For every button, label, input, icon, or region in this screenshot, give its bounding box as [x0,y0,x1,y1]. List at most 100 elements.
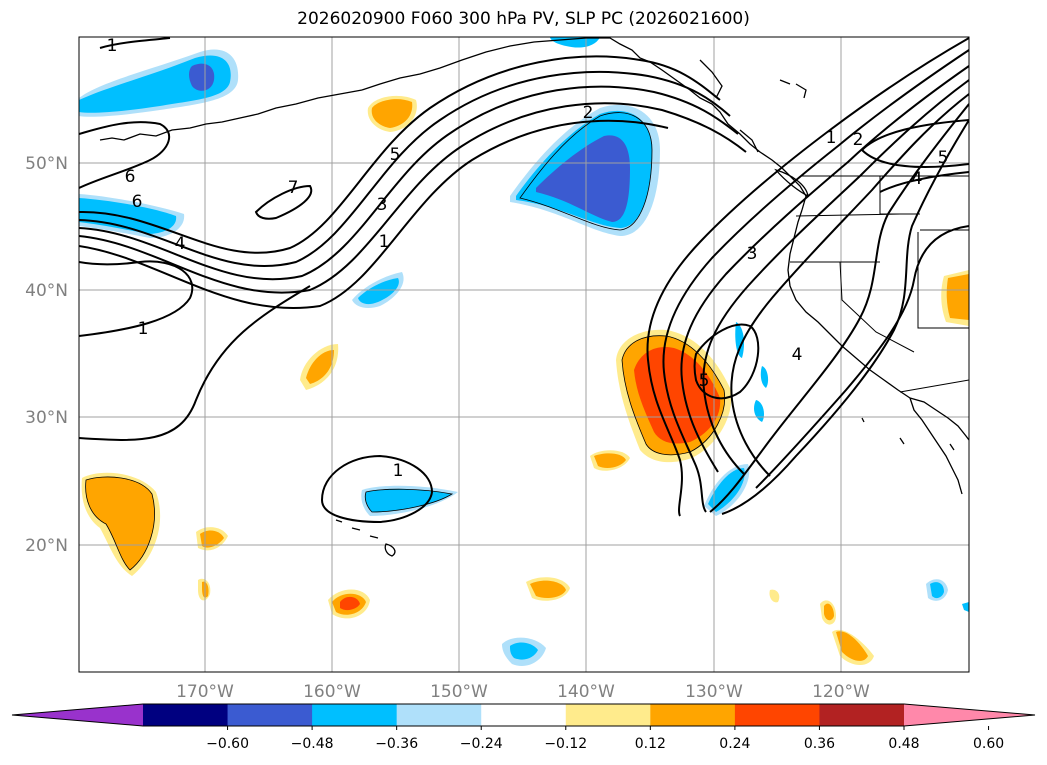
colorbar-segment [565,704,651,726]
slp-contour [861,149,969,168]
lat-label: 30°N [25,408,68,428]
lat-label: 40°N [25,281,68,301]
colorbar-tick-label: −0.24 [460,736,503,752]
colorbar-tick-label: −0.12 [544,736,587,752]
slp-contour [662,49,969,513]
contour-label: 3 [377,195,388,215]
slp-contour [79,260,194,337]
slp-contour [79,102,747,294]
pv-positive-area [824,603,834,621]
colorbar-segment [819,704,905,726]
slp-contour [254,184,313,220]
slp-contour [79,119,669,309]
lon-label: 130°W [685,682,743,702]
pv-positive-area [306,350,334,384]
colorbar-tick-label: 0.48 [888,736,919,752]
pv-negative-area [365,489,452,512]
latitude-labels: 50°N 40°N 30°N 20°N [25,154,68,556]
pv-positive-area [85,476,155,570]
pv-negative-area [930,582,944,599]
pv-positive-area [836,631,868,661]
colorbar-segment [143,704,229,726]
coastline-mexico [909,397,969,441]
slp-contour [646,37,969,517]
slp-contour [721,119,969,515]
pv-positive-core [634,346,721,444]
slp-contour [702,79,969,475]
pv-positive-area [371,99,413,128]
lon-label: 150°W [430,682,488,702]
slp-contours [79,37,969,524]
lon-label: 120°W [812,682,870,702]
colorbar-tick-label: 0.24 [719,736,750,752]
contour-label: 6 [132,192,143,212]
contour-label: 2 [853,130,864,150]
coastline-bc-islands [699,59,723,99]
pv-anomaly-shading [79,37,969,667]
coastline-alaska [361,37,807,211]
colorbar-tick-label: 0.60 [973,736,1004,752]
colorbar: −0.60 −0.48 −0.36 −0.24 −0.12 0.12 0.24 0.36 0.4… [11,703,1036,752]
slp-contour [693,323,760,400]
contour-label: 1 [107,36,118,56]
lon-label: 140°W [557,682,615,702]
colorbar-tick-label: 0.12 [635,736,666,752]
lat-label: 20°N [25,536,68,556]
contour-label: 5 [699,371,710,391]
slp-contour [99,37,171,49]
pv-positive-area [769,589,780,603]
slp-contour [730,93,969,477]
lon-label: 160°W [303,682,361,702]
colorbar-segment [227,704,313,726]
coastline-us-west [787,209,911,399]
slp-contour [709,103,969,513]
coastline-aleutians [99,89,363,141]
slp-contour [755,225,969,489]
map-background [79,37,969,672]
pv-positive-area [200,530,224,548]
contour-label: 2 [583,103,594,123]
lat-label: 50°N [25,154,68,174]
map-frame [78,36,970,673]
contour-label: 4 [912,169,923,189]
contour-label: 1 [393,461,404,481]
colorbar-tick-label: −0.60 [206,736,249,752]
longitude-labels: 170°W 160°W 150°W 140°W 130°W 120°W [176,682,870,702]
pv-positive-area [340,596,360,611]
contour-label: 7 [288,178,299,198]
colorbar-segment [650,704,736,726]
colorbar-tick-label: 0.36 [804,736,835,752]
pv-positive-area [530,580,566,598]
contour-label: 1 [138,319,149,339]
colorbar-segment [734,704,820,726]
slp-contour [79,285,311,441]
pv-negative-area [358,278,399,305]
slp-contour [320,454,434,524]
slp-contour [861,119,969,151]
contour-label: 4 [792,345,803,365]
slp-contour [680,65,969,473]
border-line [839,261,915,353]
pv-negative-area [708,468,745,512]
pv-negative-area [962,602,969,612]
pv-outline [519,112,653,231]
pv-negative-core [536,135,630,222]
contour-label: 1 [826,128,837,148]
contour-label: 5 [390,145,401,165]
lon-label: 170°W [176,682,234,702]
coastline-bc-islands [739,129,759,153]
pv-positive-area [594,453,626,468]
coastline-baja [909,397,963,495]
slp-contour [79,55,721,254]
colorbar-tick-label: −0.48 [291,736,334,752]
pv-outline [85,476,155,571]
slp-contour [79,121,171,189]
graticule [79,37,969,672]
colorbar-extension-low [12,704,143,726]
map-panel: 1 6 6 4 7 5 3 1 1 2 3 1 2 5 4 3 4 5 1 [78,36,970,673]
contour-label: 6 [125,167,136,187]
small-islands [779,79,807,99]
slp-contour [879,171,969,193]
colorbar-tick-label: −0.36 [375,736,418,752]
